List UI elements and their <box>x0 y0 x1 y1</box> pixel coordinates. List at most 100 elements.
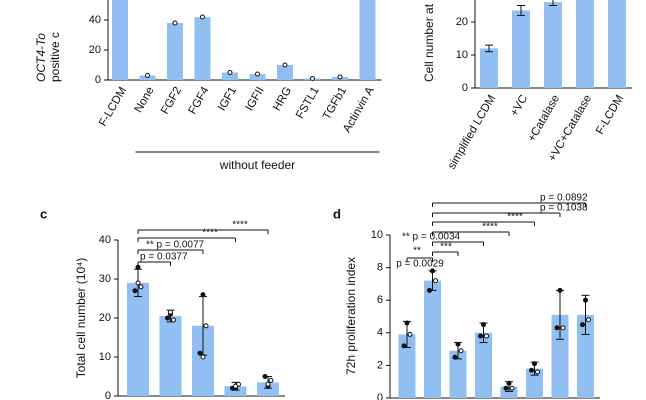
bar <box>608 0 626 88</box>
data-point <box>481 322 486 328</box>
y-tick-label: 2 <box>377 359 383 371</box>
x-tick-label: +VC <box>508 93 530 119</box>
data-point <box>404 320 410 326</box>
bar <box>257 382 279 396</box>
x-tick-label: IGF1 <box>216 85 239 113</box>
y-tick-label: 20 <box>99 312 111 324</box>
data-point <box>172 20 178 26</box>
x-tick-label: FGF4 <box>187 84 212 116</box>
data-point <box>430 268 435 274</box>
data-point <box>529 367 534 373</box>
data-point <box>282 62 288 68</box>
data-point <box>165 315 170 321</box>
y-tick-label: 0 <box>105 390 111 400</box>
significance-label: p = 0.0892 <box>540 193 588 204</box>
bar <box>194 17 211 80</box>
panel-letter: d <box>333 206 341 221</box>
bar <box>127 282 149 396</box>
x-tick-label: FSTL1 <box>294 85 322 121</box>
significance-label: p = 0.0377 <box>140 252 188 263</box>
y-tick-label: 0 <box>377 392 383 400</box>
bar <box>359 0 376 80</box>
bar <box>475 332 492 398</box>
y-tick-label: 10 <box>456 49 468 61</box>
data-point <box>452 354 458 360</box>
y-axis-label: OCT4-To <box>34 33 48 82</box>
y-tick-label: 40 <box>99 234 111 246</box>
group-label: without feeder <box>219 158 295 172</box>
data-point <box>427 287 432 293</box>
y-tick-label: 4 <box>377 327 383 339</box>
data-point <box>506 380 512 386</box>
bar <box>577 314 594 398</box>
significance-label: **** <box>232 220 248 231</box>
data-point <box>268 377 274 383</box>
data-point <box>557 287 563 293</box>
bar <box>277 65 293 80</box>
data-point <box>171 317 176 323</box>
data-point <box>145 73 150 78</box>
x-tick-label: TGFb1 <box>321 85 349 122</box>
y-tick-label: 0 <box>95 74 101 86</box>
bar <box>424 280 441 398</box>
x-tick-label: F-LCDM <box>97 85 129 129</box>
significance-label: **** <box>482 222 498 233</box>
data-point <box>455 341 461 347</box>
bar <box>112 0 128 80</box>
data-point <box>509 385 515 391</box>
x-tick-label: None <box>133 85 157 115</box>
data-point <box>310 76 315 81</box>
data-point <box>554 325 560 331</box>
data-point <box>200 354 206 360</box>
data-point <box>503 385 509 391</box>
data-point <box>197 350 203 356</box>
data-point <box>407 331 413 337</box>
data-point <box>262 374 268 379</box>
bar <box>576 0 594 88</box>
bar <box>222 72 238 80</box>
x-tick-label: IGFII <box>244 85 267 113</box>
data-point <box>535 369 540 375</box>
data-point <box>583 297 588 303</box>
bar <box>544 2 562 89</box>
significance-label: **** <box>507 212 523 223</box>
data-point <box>255 71 260 77</box>
y-tick-label: 10 <box>99 351 111 363</box>
data-point <box>132 288 138 294</box>
data-point <box>532 361 537 367</box>
bar <box>526 368 543 398</box>
x-tick-label: +Catalase <box>526 93 562 144</box>
bar <box>249 74 266 80</box>
significance-label: ** p = 0.0034 <box>402 232 461 243</box>
data-point <box>586 317 591 323</box>
significance-label: ** <box>413 246 421 257</box>
data-point <box>227 70 233 75</box>
y-axis-label: Cell number at <box>422 3 436 82</box>
y-tick-label: 40 <box>89 14 101 26</box>
y-tick-label: 10 <box>371 229 383 241</box>
data-point <box>233 383 238 389</box>
data-point <box>433 278 438 284</box>
data-point <box>200 292 206 298</box>
data-point <box>560 325 566 331</box>
bar <box>512 10 530 89</box>
significance-label: p = 0.1038 <box>540 203 588 214</box>
y-tick-label: 20 <box>89 44 101 56</box>
bar <box>500 386 518 398</box>
data-point <box>580 322 585 328</box>
data-point <box>203 323 209 329</box>
data-point <box>337 74 343 80</box>
y-axis-label: 72h proliferation index <box>344 257 358 375</box>
panel-letter: c <box>40 206 47 221</box>
y-axis-label: positive c <box>48 32 62 82</box>
bar <box>480 48 498 88</box>
x-tick-label: FGF2 <box>159 85 184 116</box>
y-tick-label: 0 <box>462 82 468 94</box>
data-point <box>265 381 271 387</box>
bar <box>398 334 416 398</box>
bar <box>159 316 182 396</box>
significance-label: **** <box>202 228 218 239</box>
data-point <box>401 343 407 349</box>
y-tick-label: 6 <box>377 294 383 306</box>
